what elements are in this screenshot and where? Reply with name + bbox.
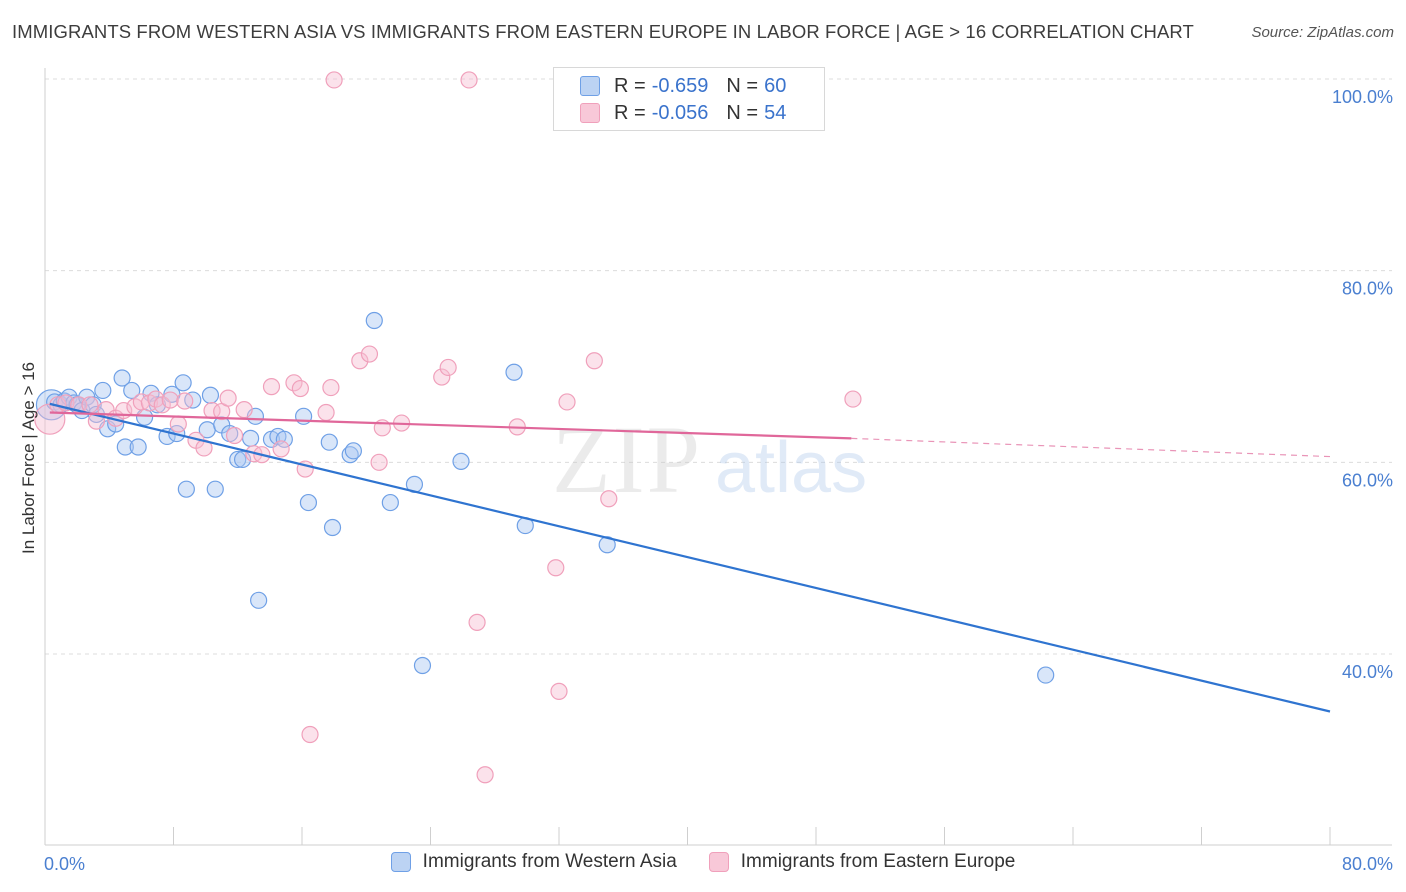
point-western-asia [206, 480, 224, 498]
point-eastern-europe [460, 71, 478, 89]
point-western-asia [505, 363, 523, 381]
stats-legend: R = -0.659 N = 60 R = -0.056 N = 54 [553, 67, 825, 131]
legend-swatch-pink [580, 103, 600, 123]
point-eastern-europe [161, 391, 179, 409]
point-eastern-europe [81, 396, 99, 414]
y-tick-label: 100.0% [1332, 87, 1393, 107]
point-eastern-europe [235, 401, 253, 419]
legend-r-label: R = [614, 74, 646, 97]
legend-r-value: -0.659 [651, 74, 709, 97]
legend-r-label: R = [614, 101, 646, 124]
point-eastern-europe [176, 392, 194, 410]
legend-r-value: -0.056 [651, 101, 709, 124]
point-eastern-europe [219, 389, 237, 407]
y-tick-label: 80.0% [1342, 279, 1393, 299]
point-eastern-europe [360, 345, 379, 363]
point-eastern-europe [439, 358, 457, 377]
point-western-asia [250, 591, 268, 609]
point-eastern-europe [169, 415, 187, 433]
series-swatch-pink [708, 852, 729, 872]
point-western-asia [177, 480, 195, 498]
series-name-eastern-europe: Immigrants from Eastern Europe [740, 851, 1016, 872]
point-western-asia [275, 430, 293, 448]
point-eastern-europe [844, 390, 862, 408]
legend-n-label: N = [726, 74, 759, 97]
point-eastern-europe [585, 352, 603, 370]
point-eastern-europe [291, 379, 309, 398]
series-legend: Immigrants from Western Asia Immigrants … [0, 851, 1406, 873]
x-tick-label: 0.0% [44, 854, 85, 874]
point-eastern-europe [550, 682, 568, 700]
axes [44, 68, 1392, 846]
point-western-asia [320, 433, 338, 451]
point-western-asia [116, 438, 134, 456]
point-western-asia [381, 493, 399, 512]
legend-row-western-asia: R = -0.659 N = 60 [580, 73, 804, 99]
point-eastern-europe [600, 490, 618, 508]
point-western-asia [413, 656, 432, 675]
tick-labels: 40.0% 60.0% 80.0% 100.0% 0.0% 80.0% [44, 87, 1393, 874]
point-western-asia [113, 369, 131, 387]
gridlines [45, 78, 1392, 655]
watermark-atlas: atlas [715, 428, 867, 508]
series-name-western-asia: Immigrants from Western Asia [422, 851, 677, 872]
point-eastern-europe [370, 453, 388, 471]
point-eastern-europe [322, 378, 340, 397]
point-eastern-europe [558, 393, 576, 411]
legend-row-eastern-europe: R = -0.056 N = 54 [580, 100, 804, 126]
point-eastern-europe [225, 426, 244, 445]
legend-n-label: N = [726, 101, 759, 124]
point-western-asia [299, 493, 318, 512]
source-credit: Source: ZipAtlas.com [1251, 24, 1394, 41]
point-eastern-europe [476, 766, 494, 784]
point-western-asia [229, 450, 247, 469]
point-eastern-europe [317, 403, 335, 422]
series-swatch-blue [390, 852, 411, 872]
point-eastern-europe [325, 71, 343, 89]
point-eastern-europe [147, 390, 165, 408]
point-eastern-europe [351, 352, 369, 370]
legend-swatch-blue [580, 76, 600, 96]
point-western-asia [323, 518, 342, 537]
legend-n-value: 60 [764, 74, 787, 97]
point-eastern-europe [262, 378, 281, 396]
chart-title: IMMIGRANTS FROM WESTERN ASIA VS IMMIGRAN… [12, 21, 1194, 42]
point-eastern-europe [272, 440, 290, 458]
point-western-asia [344, 442, 362, 460]
point-western-asia [129, 438, 147, 456]
point-western-asia [123, 381, 141, 400]
point-eastern-europe [547, 559, 565, 577]
point-eastern-europe [433, 368, 451, 386]
legend-n-value: 54 [764, 101, 787, 124]
series-legend-item-western-asia: Immigrants from Western Asia [390, 851, 677, 873]
series-western-asia-points [35, 311, 1055, 684]
point-eastern-europe [285, 374, 303, 392]
point-western-asia [452, 452, 470, 470]
point-western-asia [201, 386, 220, 404]
point-western-asia [94, 381, 112, 400]
y-tick-label: 40.0% [1342, 662, 1393, 682]
point-eastern-europe [301, 725, 319, 744]
point-western-asia [174, 374, 192, 392]
trend-line-eastern-europe-extension [851, 437, 1331, 458]
y-tick-label: 60.0% [1342, 470, 1393, 490]
trend-lines [49, 402, 1331, 713]
point-western-asia [365, 311, 383, 330]
point-western-asia [1037, 666, 1055, 684]
trend-line-eastern-europe [49, 411, 852, 440]
trend-line-western-asia [49, 402, 1331, 713]
series-legend-item-eastern-europe: Immigrants from Eastern Europe [708, 851, 1016, 873]
x-tick-label: 80.0% [1342, 854, 1393, 874]
watermark: ZIP atlas [552, 406, 867, 513]
watermark-zip: ZIP [552, 406, 702, 513]
point-eastern-europe [153, 396, 171, 414]
point-western-asia [242, 429, 260, 447]
point-eastern-europe [468, 613, 486, 631]
y-axis-label: In Labor Force | Age > 16 [19, 362, 38, 554]
